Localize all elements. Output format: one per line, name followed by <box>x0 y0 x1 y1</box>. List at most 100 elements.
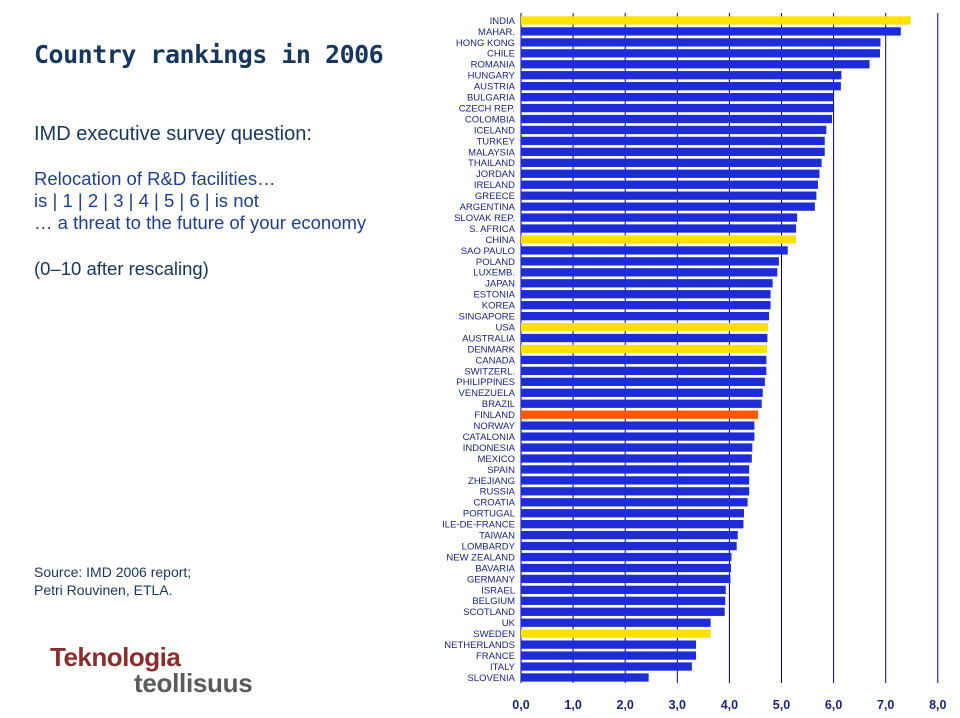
bar <box>521 366 767 376</box>
category-label: S. AFRICA <box>469 224 516 235</box>
bar <box>521 92 834 102</box>
bar <box>521 82 841 91</box>
bar <box>521 16 911 25</box>
category-label: SWITZERL. <box>464 366 515 377</box>
bar <box>521 651 697 660</box>
category-label: AUSTRIA <box>474 82 516 93</box>
bar <box>521 290 771 299</box>
category-label: BELGIUM <box>472 596 515 607</box>
category-label: PHILIPPINES <box>456 377 515 388</box>
x-tick-label: 0,0 <box>512 698 529 712</box>
bar <box>521 311 769 321</box>
bar <box>521 552 732 562</box>
category-label: LOMBARDY <box>462 541 516 552</box>
category-label: GERMANY <box>467 574 516 585</box>
bar <box>521 27 901 36</box>
category-label: INDIA <box>490 16 516 27</box>
category-label: CROATIA <box>473 498 515 509</box>
bar <box>521 618 711 627</box>
category-label: IRELAND <box>474 180 515 191</box>
bar <box>521 498 748 507</box>
category-label: SPAIN <box>487 465 515 476</box>
category-label: CZECH REP. <box>459 103 515 114</box>
bar <box>521 191 817 200</box>
bar <box>521 607 725 616</box>
x-tick-label: 6,0 <box>825 698 842 712</box>
bar <box>521 640 697 649</box>
category-label: CANADA <box>475 355 515 366</box>
bar <box>521 388 763 397</box>
category-label: UK <box>502 618 516 629</box>
category-label: HUNGARY <box>468 71 516 82</box>
bar <box>521 629 711 638</box>
category-label: SLOVAK REP. <box>454 213 515 224</box>
scale-line-1: Relocation of R&D facilities… <box>34 168 276 189</box>
bar <box>521 114 833 124</box>
logo-text-line-1: Teknologia <box>50 642 181 672</box>
bar <box>521 147 825 157</box>
category-label: ICELAND <box>474 125 515 136</box>
x-tick-label: 4,0 <box>721 698 738 712</box>
bar <box>521 377 765 386</box>
bar <box>521 443 753 452</box>
bar <box>521 125 827 135</box>
category-label: ITALY <box>490 662 516 673</box>
rescaling-note: (0–10 after rescaling) <box>34 258 209 279</box>
bar <box>521 180 818 189</box>
category-label: JAPAN <box>485 279 515 290</box>
bar <box>521 509 744 518</box>
x-tick-label: 5,0 <box>773 698 790 712</box>
bar <box>521 71 842 80</box>
bar <box>521 268 778 277</box>
teknologiateollisuus-logo: Teknologia teollisuus <box>50 640 290 700</box>
bar <box>521 399 762 408</box>
category-label: CHINA <box>485 235 515 246</box>
category-label: CHILE <box>487 49 515 60</box>
bar <box>521 421 755 430</box>
bar <box>521 224 797 233</box>
bar <box>521 432 755 441</box>
category-label: ZHEJIANG <box>468 476 515 487</box>
category-label: SCOTLAND <box>463 607 515 618</box>
bar <box>521 49 880 58</box>
bar <box>521 596 726 605</box>
category-label: POLAND <box>476 257 515 268</box>
bar <box>521 541 737 551</box>
category-label: JORDAN <box>476 169 515 180</box>
category-label: NETHERLANDS <box>444 640 515 651</box>
category-label: NORWAY <box>473 421 515 432</box>
category-label: TAIWAN <box>479 531 515 542</box>
category-label: TURKEY <box>476 136 515 147</box>
category-label: MALAYSIA <box>468 147 515 158</box>
page-title: Country rankings in 2006 <box>34 40 384 69</box>
bar <box>521 465 750 474</box>
category-label: KOREA <box>482 301 516 312</box>
scale-line-3: … a threat to the future of your economy <box>34 212 367 233</box>
category-label: AUSTRALIA <box>462 333 515 344</box>
category-label: SAO PAULO <box>461 246 515 257</box>
bar <box>521 103 834 113</box>
bar <box>521 60 870 69</box>
bar <box>521 158 822 167</box>
bar <box>521 235 797 244</box>
bar <box>521 344 767 354</box>
category-label: MEXICO <box>478 454 515 465</box>
category-label: FINLAND <box>474 410 515 421</box>
category-label: LUXEMB. <box>473 268 515 279</box>
bar <box>521 246 788 255</box>
bar <box>521 673 649 682</box>
source-line-1: Source: IMD 2006 report; <box>34 564 192 580</box>
category-label: CATALONIA <box>463 432 516 443</box>
category-label: MAHAR. <box>478 27 515 38</box>
category-label: SLOVENIA <box>467 673 515 684</box>
bar <box>521 136 825 146</box>
x-tick-label: 1,0 <box>564 698 581 712</box>
category-label: SWEDEN <box>473 629 515 640</box>
category-label: INDONESIA <box>463 443 516 454</box>
category-label: USA <box>495 322 515 333</box>
category-label: THAILAND <box>468 158 515 169</box>
category-label: GREECE <box>475 191 515 202</box>
source-line-2: Petri Rouvinen, ETLA. <box>34 582 173 598</box>
category-label: ESTONIA <box>473 290 515 301</box>
